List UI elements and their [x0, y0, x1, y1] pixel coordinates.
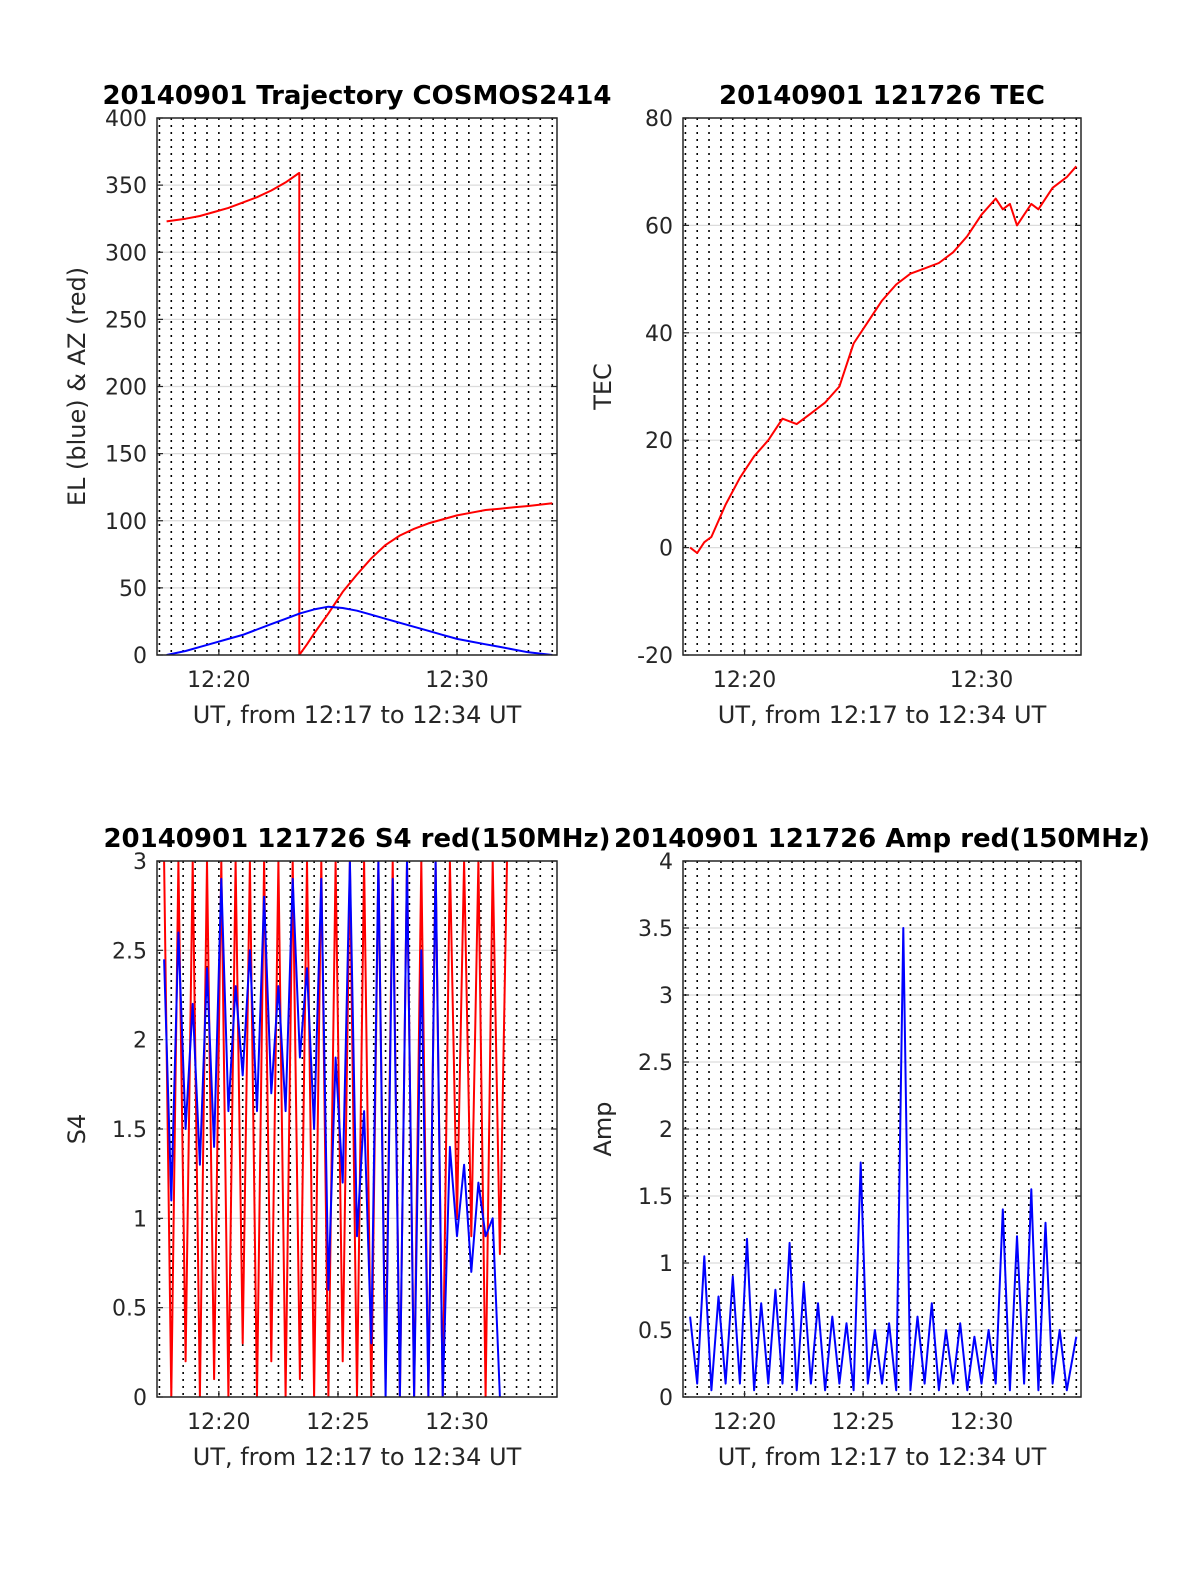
y-tick-label: 1.5: [112, 1118, 147, 1143]
chart-4: 0 0.5 1 1.5 2 2.5 3 3.5 4 12:20 12:25 12:30 20140901…: [589, 824, 1150, 1471]
y-tick-label: 0: [133, 644, 147, 669]
x-axis-label: UT, from 12:17 to 12:34 UT: [718, 701, 1047, 729]
chart-title: 20140901 121726 S4 red(150MHz): [103, 824, 610, 854]
y-axis-label: TEC: [589, 363, 617, 411]
y-tick-label: 2.5: [638, 1051, 673, 1076]
y-tick-label: 1: [659, 1252, 673, 1277]
x-axis-label: UT, from 12:17 to 12:34 UT: [193, 1443, 522, 1471]
x-tick-label: 12:30: [425, 1410, 488, 1435]
y-tick-label: 50: [119, 577, 147, 602]
y-tick-label: -20: [637, 644, 673, 669]
series-line-2: [166, 605, 553, 655]
x-tick-label: 12:25: [306, 1410, 369, 1435]
y-tick-label: 400: [105, 107, 147, 132]
y-tick-label: 80: [645, 107, 673, 132]
y-tick-label: 2: [659, 1118, 673, 1143]
series-line-1: [166, 172, 553, 655]
x-tick-label: 12:25: [831, 1410, 894, 1435]
y-tick-label: 1: [133, 1207, 147, 1232]
chart-2: -20 0 20 40 60 80 12:20 12:30 20140901 121726 TE…: [589, 81, 1082, 729]
y-tick-label: 40: [645, 322, 673, 347]
y-tick-label: 350: [105, 174, 147, 199]
y-tick-label: 0: [659, 1386, 673, 1411]
y-tick-label: 0: [659, 537, 673, 562]
x-tick-label: 12:20: [713, 1410, 776, 1435]
y-tick-label: 20: [645, 429, 673, 454]
y-tick-label: 3: [133, 850, 147, 875]
y-tick-label: 250: [105, 308, 147, 333]
y-tick-label: 300: [105, 241, 147, 266]
chart-1: 0 50 100 150 200 250 300 350 400 12:20 12:30 201409…: [63, 81, 612, 729]
x-tick-label: 12:20: [187, 1410, 250, 1435]
y-tick-label: 60: [645, 214, 673, 239]
y-tick-label: 2: [133, 1029, 147, 1054]
y-tick-label: 0.5: [112, 1297, 147, 1322]
series-line-2: [163, 861, 501, 1397]
x-tick-label: 12:30: [425, 668, 488, 693]
x-tick-label: 12:30: [950, 668, 1013, 693]
series-line-1: [689, 927, 1078, 1392]
y-tick-label: 0.5: [638, 1319, 673, 1344]
y-tick-label: 3.5: [638, 917, 673, 942]
series-line-1: [689, 165, 1078, 554]
x-tick-label: 12:20: [713, 668, 776, 693]
axes-frame: [682, 117, 1082, 656]
y-tick-label: 1.5: [638, 1185, 673, 1210]
y-tick-label: 0: [133, 1386, 147, 1411]
y-tick-label: 4: [659, 850, 673, 875]
y-tick-label: 200: [105, 376, 147, 401]
x-tick-label: 12:30: [950, 1410, 1013, 1435]
y-axis-label: EL (blue) & AZ (red): [63, 267, 91, 506]
chart-title: 20140901 121726 TEC: [719, 81, 1045, 111]
y-axis-label: S4: [63, 1114, 91, 1145]
y-tick-label: 150: [105, 443, 147, 468]
chart-title: 20140901 Trajectory COSMOS2414: [102, 81, 611, 111]
x-axis-label: UT, from 12:17 to 12:34 UT: [193, 701, 522, 729]
y-tick-label: 3: [659, 984, 673, 1009]
x-tick-label: 12:20: [187, 668, 250, 693]
y-tick-label: 2.5: [112, 939, 147, 964]
chart-3: 0 0.5 1 1.5 2 2.5 3 12:20 12:25 12:30 20140901 121…: [63, 824, 611, 1471]
y-tick-label: 100: [105, 510, 147, 535]
chart-title: 20140901 121726 Amp red(150MHz): [614, 824, 1150, 854]
y-axis-label: Amp: [589, 1101, 617, 1156]
x-axis-label: UT, from 12:17 to 12:34 UT: [718, 1443, 1047, 1471]
